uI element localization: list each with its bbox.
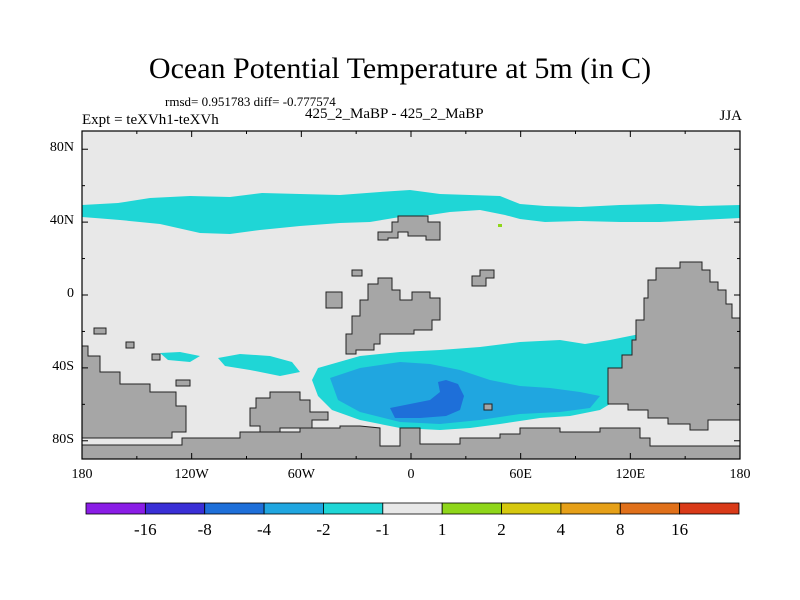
land-small-island-1 — [93, 327, 107, 335]
colorbar-label: 2 — [497, 520, 506, 539]
experiment-label: Expt = teXVh1-teXVh — [82, 112, 219, 128]
land-small-island-2 — [125, 341, 135, 349]
land-islands-med — [351, 269, 363, 277]
cool-patch-pacific — [160, 352, 200, 362]
lon-tick-label: 120E — [615, 467, 646, 482]
colorbar-label: -4 — [256, 520, 272, 539]
colorbar-swatch — [263, 502, 324, 515]
land-south-america — [249, 391, 329, 433]
colorbar-label: -8 — [197, 520, 212, 539]
land-small-island-5 — [483, 403, 493, 411]
colorbar-swatch — [204, 502, 265, 515]
colorbar-label: -1 — [375, 520, 390, 539]
colorbar — [85, 502, 740, 515]
land-small-island-4 — [175, 379, 191, 387]
north-cool-band — [82, 190, 740, 234]
lon-tick-label: 0 — [407, 467, 415, 482]
lat-tick-label: 40N — [49, 213, 74, 229]
season-label: JJA — [719, 108, 742, 124]
lon-tick-label: 60E — [509, 467, 532, 482]
cool-patch-west — [218, 354, 300, 376]
lat-tick-label: 80N — [49, 140, 74, 156]
colorbar-swatch — [619, 502, 681, 515]
colorbar-label: 8 — [616, 520, 625, 539]
lon-tick-label: 180 — [71, 467, 93, 482]
land-masses — [81, 215, 741, 460]
lat-tick-label: 0 — [67, 286, 74, 301]
land-west-strip — [81, 345, 187, 439]
colorbar-swatch — [501, 502, 562, 515]
colorbar-swatch — [323, 502, 384, 515]
colorbar-swatch — [85, 502, 146, 515]
warm-spot — [498, 224, 502, 227]
land-small-island-3 — [151, 353, 161, 361]
colorbar-label: 16 — [671, 520, 689, 539]
figure-title: Ocean Potential Temperature at 5m (in C) — [148, 52, 652, 85]
colorbar-swatch — [679, 502, 740, 515]
axis-ticks — [81, 131, 741, 459]
land-australia — [607, 261, 741, 431]
land-africa — [345, 277, 441, 355]
lat-tick-label: 80S — [52, 431, 74, 447]
southern-cool-strong — [390, 380, 464, 418]
colorbar-swatch — [560, 502, 621, 515]
lon-tick-label: 120W — [174, 467, 209, 482]
land-arabia — [471, 269, 495, 287]
colorbar-swatch — [441, 502, 502, 515]
period-label: 425_2_MaBP - 425_2_MaBP — [305, 106, 484, 122]
lat-tick-label: 40S — [52, 358, 74, 374]
colorbar-label: 1 — [437, 520, 447, 539]
colorbar-label: -2 — [316, 520, 331, 539]
land-eurasia — [377, 215, 441, 241]
colorbar-swatch — [144, 502, 206, 515]
land-africa-west — [325, 291, 343, 309]
stats-line: rmsd= 0.951783 diff= -0.777574 — [165, 94, 336, 109]
colorbar-swatch — [382, 502, 443, 515]
lon-tick-label: 180 — [729, 467, 751, 482]
colorbar-label: 4 — [556, 520, 566, 539]
colorbar-label: -16 — [134, 520, 157, 539]
lon-tick-label: 60W — [287, 467, 315, 482]
